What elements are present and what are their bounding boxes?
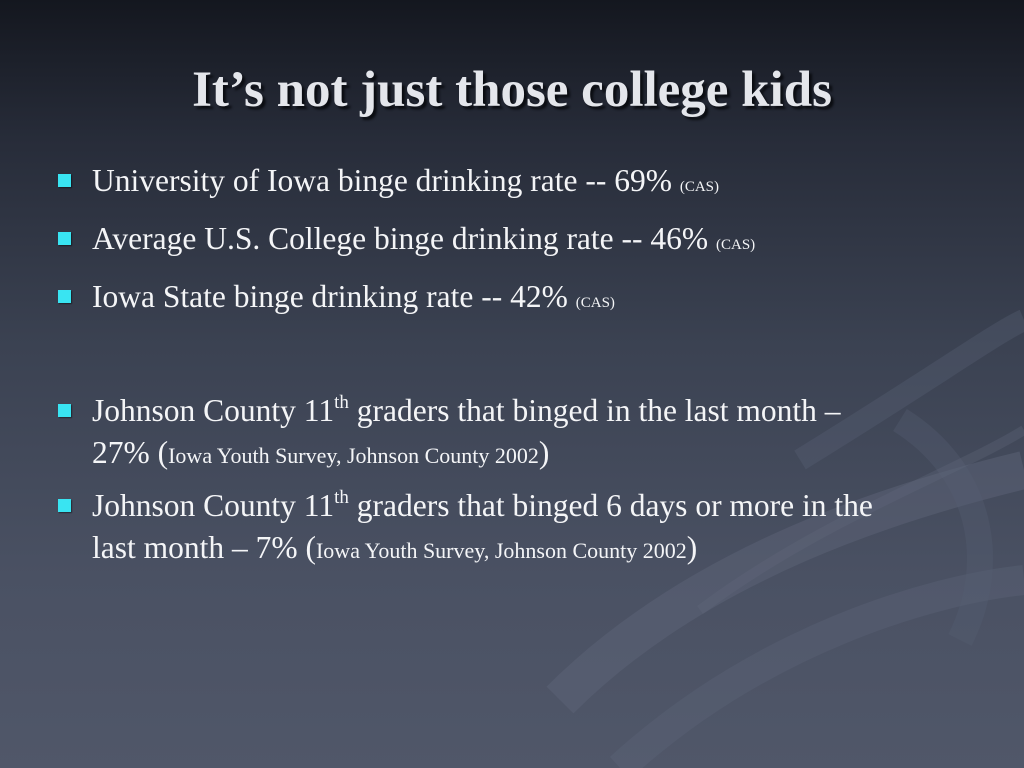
list-item: Johnson County 11th graders that binged … [52,485,902,572]
bullet-list-johnson-county: Johnson County 11th graders that binged … [52,390,902,580]
bullet-text-continued: graders that binged 6 days or more in th… [92,488,873,565]
square-bullet-icon [58,290,71,303]
closing-paren: ) [686,530,698,565]
bullet-text: Iowa State binge drinking rate -- 42% [92,279,568,314]
square-bullet-icon [58,232,71,245]
closing-paren: ) [538,435,550,470]
bullet-list-college-rates: University of Iowa binge drinking rate -… [52,160,902,334]
bullet-text: Average U.S. College binge drinking rate… [92,221,709,256]
ordinal-suffix: th [334,487,349,508]
list-item: Iowa State binge drinking rate -- 42% (C… [52,276,902,324]
list-item: University of Iowa binge drinking rate -… [52,160,902,208]
source-citation: Iowa Youth Survey, Johnson County 2002 [168,443,539,468]
bullet-text: University of Iowa binge drinking rate -… [92,163,672,198]
citation: (CAS) [679,179,720,195]
square-bullet-icon [58,174,71,187]
citation: (CAS) [575,295,615,311]
square-bullet-icon [58,404,71,417]
bullet-text: Johnson County 11 [92,393,335,428]
ordinal-suffix: th [334,392,349,413]
bullet-text: Johnson County 11 [92,488,335,523]
list-item: Johnson County 11th graders that binged … [52,390,902,477]
slide-title: It’s not just those college kids [192,62,832,118]
citation: (CAS) [716,237,756,253]
bullet-text-continued: graders that binged in the last month – … [92,393,841,470]
list-item: Average U.S. College binge drinking rate… [52,218,902,266]
source-citation: Iowa Youth Survey, Johnson County 2002 [315,538,687,563]
square-bullet-icon [58,499,71,512]
